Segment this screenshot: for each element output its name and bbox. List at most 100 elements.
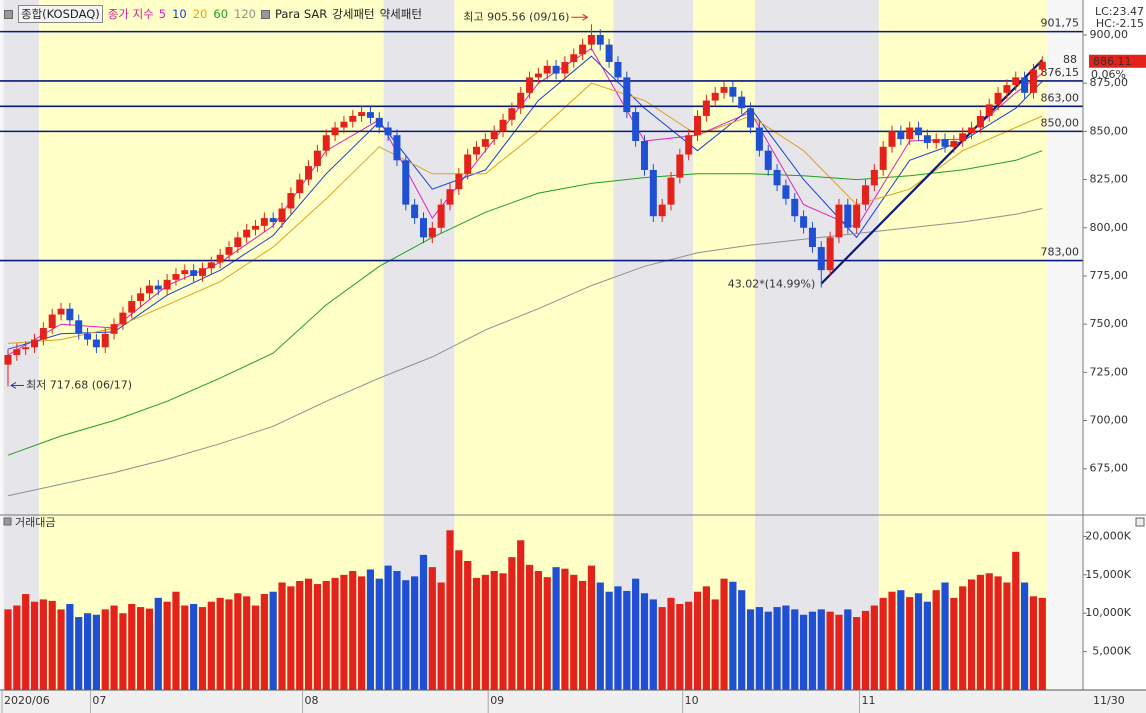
volume-bar xyxy=(579,580,587,690)
volume-bar xyxy=(508,557,516,690)
volume-bar xyxy=(137,607,145,690)
candle-body xyxy=(305,166,313,180)
candle-body xyxy=(517,92,525,109)
candle-body xyxy=(923,135,931,143)
volume-bar xyxy=(481,574,489,690)
ma-legend: 5 10 20 60 120 xyxy=(159,7,256,21)
volume-bar xyxy=(587,565,596,690)
volume-bar xyxy=(711,599,719,690)
candle-body xyxy=(101,333,109,348)
candle-body xyxy=(791,198,799,217)
volume-bar xyxy=(932,590,940,690)
volume-bar xyxy=(472,577,481,690)
candle-body xyxy=(331,127,339,136)
candle-body xyxy=(800,216,808,228)
candle-body xyxy=(614,61,622,78)
candle-body xyxy=(747,108,755,128)
volume-bar xyxy=(658,607,666,690)
volume-bar xyxy=(66,604,74,690)
chart-title[interactable]: 종합(KOSDAQ) xyxy=(18,5,103,23)
volume-bar xyxy=(75,617,83,690)
candle-body xyxy=(543,65,551,74)
candle-body xyxy=(861,185,869,205)
candle-body xyxy=(968,127,976,134)
candle-body xyxy=(817,247,825,271)
candle-body xyxy=(181,270,189,275)
candle-body xyxy=(676,154,684,178)
volume-bar xyxy=(331,577,339,690)
candle-body xyxy=(110,324,118,334)
volume-bar xyxy=(57,609,65,690)
annotation: 43.02*(14.99%) xyxy=(728,278,816,291)
candle-body xyxy=(526,77,534,93)
volume-bar xyxy=(782,605,790,690)
volume-bar xyxy=(4,609,12,690)
candle-body xyxy=(66,308,74,321)
volume-bar xyxy=(349,570,357,690)
candle-body xyxy=(145,285,153,294)
candle-body xyxy=(579,44,587,55)
volume-bar xyxy=(808,611,817,690)
y-tick-label: 775,00 xyxy=(1090,269,1129,282)
volume-bar xyxy=(941,582,949,690)
candle-body xyxy=(446,189,454,205)
volume-bar xyxy=(464,561,472,690)
x-tick-label: 2020/06 xyxy=(4,694,50,707)
candle-body xyxy=(738,96,746,109)
volume-bar xyxy=(296,580,304,690)
volume-bar xyxy=(614,586,622,690)
candle-body xyxy=(782,185,790,199)
candle-body xyxy=(835,204,843,238)
candle-body xyxy=(384,127,392,136)
volume-bar xyxy=(419,554,428,690)
menu-icon[interactable] xyxy=(4,9,13,19)
volume-bar xyxy=(163,601,171,690)
moving-average xyxy=(7,150,1043,456)
panel-button[interactable] xyxy=(1135,517,1145,527)
candle-body xyxy=(322,135,330,151)
candle-body xyxy=(702,100,710,116)
candle-body xyxy=(287,193,295,209)
annotation: 최고 905.56 (09/16) xyxy=(463,10,569,23)
volume-bar xyxy=(437,582,445,690)
level-label: 850,00 xyxy=(1041,116,1080,129)
y-tick-label: 900,00 xyxy=(1090,28,1129,41)
volume-bar xyxy=(92,614,100,690)
y-tick-label: 800,00 xyxy=(1090,221,1129,234)
candle-body xyxy=(570,54,578,62)
x-axis-band xyxy=(0,690,1146,713)
volume-bar xyxy=(101,609,109,690)
legend: 종합(KOSDAQ) 종가 지수 5 10 20 60 120 Para SAR 강세패… xyxy=(4,5,422,23)
candle-body xyxy=(84,333,92,340)
candle-body xyxy=(75,320,83,334)
volume-bar xyxy=(358,576,366,690)
x-tick-label: 09 xyxy=(490,694,504,707)
volume-bar xyxy=(950,597,958,690)
candle-body xyxy=(623,77,631,113)
candle-body xyxy=(950,141,958,147)
change-label: 0.06% xyxy=(1091,68,1126,81)
volume-bar xyxy=(393,570,401,690)
candle-body xyxy=(137,293,145,302)
v-tick-label: 15,000K xyxy=(1085,568,1131,581)
volume-bar xyxy=(446,530,454,690)
candle-body xyxy=(499,119,507,132)
legend-entry: 120 xyxy=(234,7,256,21)
volume-bar xyxy=(534,570,542,690)
indicator-label: Para SAR xyxy=(274,7,328,21)
volume-bar xyxy=(243,596,251,690)
volume-bar xyxy=(366,569,375,690)
candle-body xyxy=(587,34,595,45)
trendline xyxy=(820,59,1044,285)
candle-body xyxy=(13,349,21,355)
x-tick-label: 07 xyxy=(92,694,106,707)
volume-bar xyxy=(207,601,215,690)
volume-bar xyxy=(632,578,640,690)
candle-body xyxy=(411,204,419,219)
candle-body xyxy=(915,127,923,136)
volume-bar xyxy=(234,593,242,690)
volume-bar xyxy=(375,578,383,690)
x-tick-label: 10 xyxy=(685,694,699,707)
